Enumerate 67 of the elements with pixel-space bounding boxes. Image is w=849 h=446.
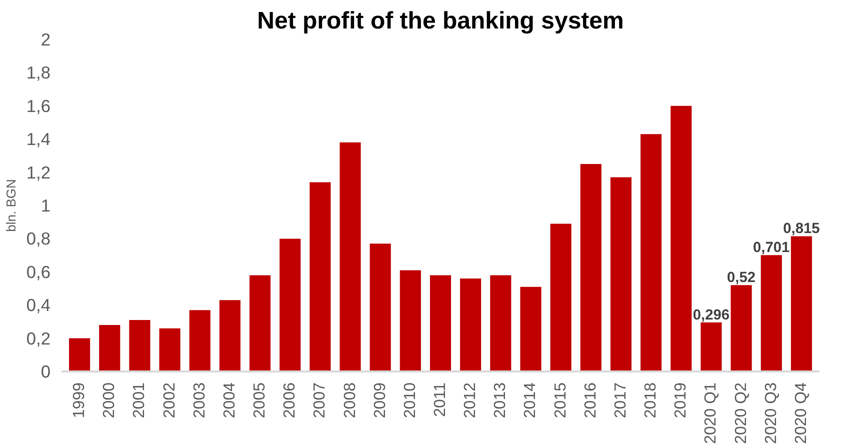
bar [730,285,752,372]
bar [760,255,782,372]
chart-title: Net profit of the banking system [257,8,624,34]
bar [189,310,210,372]
bar [249,275,271,372]
bar [580,164,602,372]
y-tick-label: 1,4 [26,129,51,150]
x-tick-label: 2002 [161,382,178,418]
bar [219,300,240,372]
data-label: 0,52 [727,270,756,286]
x-tick-label: 2004 [221,382,238,418]
x-tick-label: 2015 [552,382,570,418]
x-tick-label: 2020 Q4 [792,382,810,444]
data-label: 0,701 [753,240,790,256]
y-tick-label: 0,4 [26,295,51,316]
x-tick-label: 2016 [582,382,600,418]
bar [700,322,722,372]
bar [550,224,572,372]
data-label: 0,296 [692,307,730,324]
x-tick-label: 2006 [282,382,299,418]
bar [640,134,662,372]
bar [129,320,150,372]
bar [790,236,812,372]
x-tick-label: 1999 [71,382,88,418]
x-tick-label: 2008 [342,382,359,418]
bar [460,278,482,372]
x-tick-label: 2009 [372,382,389,418]
bar [69,338,90,372]
y-tick-label: 0,6 [26,262,51,282]
x-tick-label: 2018 [642,382,660,418]
y-tick-label: 0,8 [26,228,51,249]
x-tick-label: 2001 [131,382,148,418]
x-tick-label: 2020 Q1 [702,382,720,444]
bar [159,328,180,372]
x-tick-label: 2005 [252,382,269,418]
x-tick-label: 2000 [101,382,118,418]
x-tick-label: 2003 [191,382,208,418]
x-tick-label: 2014 [522,382,540,418]
bar [400,270,421,372]
y-tick-label: 1,2 [26,162,51,182]
x-tick-label: 2017 [612,382,630,418]
x-tick-label: 2019 [672,382,690,418]
x-tick-label: 2020 Q3 [762,382,780,444]
y-tick-label: 0,2 [26,328,51,348]
y-tick-label: 1,6 [26,96,51,116]
x-tick-label: 2020 Q2 [732,382,750,444]
x-tick-label: 2011 [432,382,449,417]
bar [370,244,391,372]
bar [490,275,512,372]
bar [99,325,120,372]
x-tick-label: 2012 [462,382,480,418]
bar [310,182,331,372]
data-label: 0,815 [783,221,820,238]
y-tick-label: 0 [40,362,51,382]
bar [610,177,632,372]
y-tick-label: 2 [40,30,51,50]
bar [340,142,361,372]
y-tick-label: 1,8 [26,62,51,83]
bar [520,286,542,372]
bar [430,275,452,372]
x-tick-label: 2007 [312,382,329,418]
bar [280,238,301,372]
bar [670,106,692,372]
y-axis-title: bln. BGN [3,179,18,232]
x-tick-label: 2013 [492,382,510,418]
x-tick-label: 2010 [402,382,419,418]
y-tick-label: 1 [40,196,51,216]
